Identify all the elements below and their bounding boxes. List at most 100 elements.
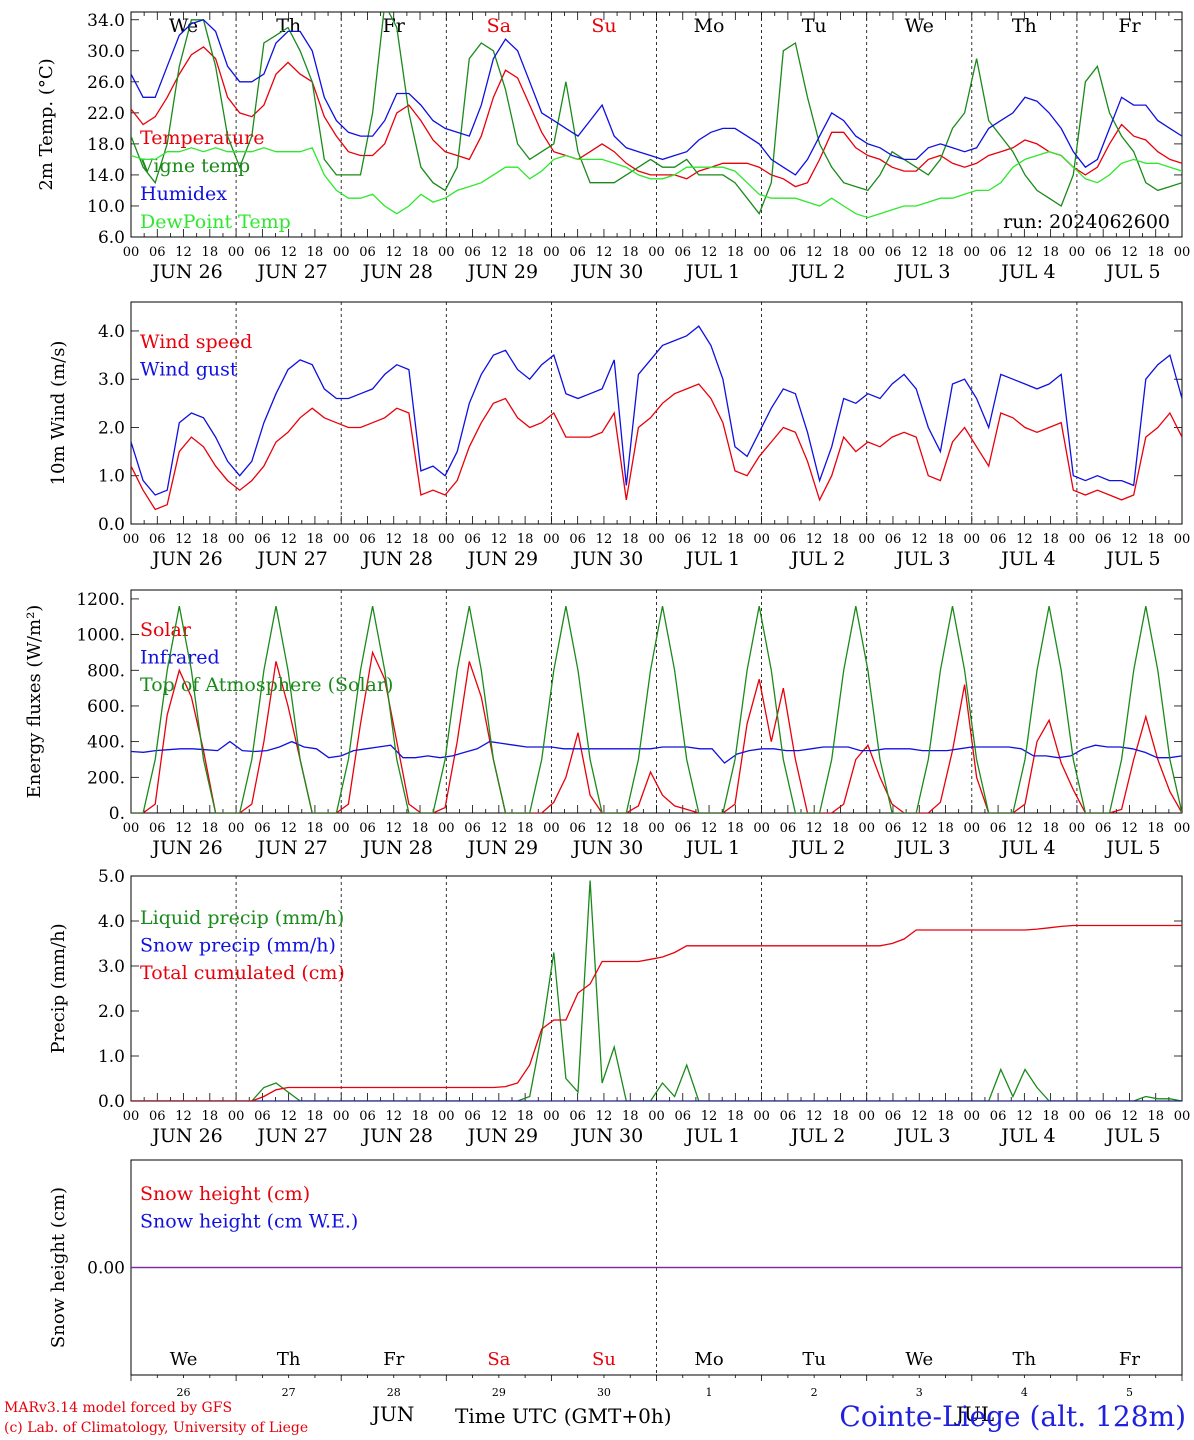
hour-tick-label: 18 <box>517 532 534 547</box>
date-label: JUL 5 <box>1104 837 1160 859</box>
hour-tick-label: 12 <box>280 245 297 260</box>
day-name-label: Fr <box>1119 1349 1140 1370</box>
hour-tick-label: 06 <box>1095 532 1112 547</box>
y-tick-label: 3.0 <box>98 957 125 977</box>
hour-tick-label: 00 <box>964 821 981 836</box>
hour-tick-label: 18 <box>307 1109 324 1124</box>
hour-tick-label: 06 <box>569 532 586 547</box>
legend-entry: Humidex <box>140 183 227 205</box>
hour-tick-label: 12 <box>701 532 718 547</box>
date-label: JUN 30 <box>571 261 643 283</box>
lab-credit: (c) Lab. of Climatology, University of L… <box>4 1420 309 1436</box>
hour-tick-label: 18 <box>727 1109 744 1124</box>
date-label: JUN 26 <box>150 261 222 283</box>
hour-tick-label: 12 <box>911 532 928 547</box>
hour-tick-label: 12 <box>701 821 718 836</box>
model-credit: MARv3.14 model forced by GFS <box>4 1400 233 1416</box>
date-label: JUL 5 <box>1104 1125 1160 1147</box>
hour-tick-label: 00 <box>228 1109 245 1124</box>
hour-tick-label: 00 <box>333 1109 350 1124</box>
series-line <box>131 383 1182 511</box>
panel-1: 00 06 12 18 00 06 12 18 00 06 12 18 00 06 12 18 00 06 12 18… <box>36 11 1191 283</box>
hour-tick-label: 00 <box>1174 532 1191 547</box>
series-line <box>131 147 1182 219</box>
y-axis-label: 10m Wind (m/s) <box>48 341 69 486</box>
y-tick-label: 3.0 <box>98 370 125 390</box>
date-label: JUN 29 <box>466 837 538 859</box>
day-number-label: 1 <box>706 1386 713 1399</box>
hour-tick-label: 00 <box>333 245 350 260</box>
hour-tick-label: 18 <box>1042 821 1059 836</box>
hour-tick-label: 00 <box>123 821 140 836</box>
hour-tick-label: 00 <box>543 821 560 836</box>
hour-tick-label: 12 <box>911 1109 928 1124</box>
hour-tick-label: 12 <box>491 245 508 260</box>
day-name-label: Fr <box>1118 15 1141 37</box>
hour-tick-label: 06 <box>990 532 1007 547</box>
hour-tick-label: 12 <box>175 245 192 260</box>
y-tick-label: 1200. <box>76 590 125 610</box>
hour-tick-label: 12 <box>385 821 402 836</box>
date-label: JUL 1 <box>684 261 740 283</box>
date-label: JUL 4 <box>999 837 1055 859</box>
date-label: JUN 30 <box>571 837 643 859</box>
day-name-label: Fr <box>383 15 406 37</box>
day-name-label: Sa <box>487 1349 510 1370</box>
hour-tick-label: 12 <box>701 245 718 260</box>
hour-tick-label: 06 <box>359 1109 376 1124</box>
hour-tick-label: 18 <box>1042 1109 1059 1124</box>
hour-tick-label: 12 <box>1121 532 1138 547</box>
y-tick-label: 0.0 <box>98 515 125 535</box>
hour-tick-label: 00 <box>438 245 455 260</box>
hour-tick-label: 12 <box>1121 1109 1138 1124</box>
y-tick-label: 1.0 <box>98 467 125 487</box>
hour-tick-label: 00 <box>1174 1109 1191 1124</box>
hour-tick-label: 06 <box>359 245 376 260</box>
hour-tick-label: 06 <box>254 532 271 547</box>
month-label-jul: JUL <box>956 1402 995 1426</box>
hour-tick-label: 00 <box>438 821 455 836</box>
legend-entry: Total cumulated (cm) <box>140 962 345 984</box>
hour-tick-label: 06 <box>569 1109 586 1124</box>
hour-tick-label: 18 <box>202 245 219 260</box>
hour-tick-label: 06 <box>780 821 797 836</box>
hour-tick-label: 12 <box>806 1109 823 1124</box>
hour-tick-label: 18 <box>832 821 849 836</box>
hour-tick-label: 06 <box>780 1109 797 1124</box>
hour-tick-label: 00 <box>333 821 350 836</box>
hour-tick-label: 18 <box>202 532 219 547</box>
hour-tick-label: 12 <box>385 1109 402 1124</box>
hour-tick-label: 00 <box>1174 245 1191 260</box>
date-label: JUN 29 <box>466 261 538 283</box>
date-label: JUN 28 <box>361 548 433 570</box>
hour-tick-label: 12 <box>385 532 402 547</box>
series-line <box>131 46 1182 188</box>
legend-entry: Wind gust <box>140 359 238 381</box>
panel-3: 00 06 12 18 00 06 12 18 00 06 12 18 00 06 12 18 00 06 12 18… <box>24 589 1190 859</box>
day-name-label: Th <box>1013 1349 1037 1370</box>
hour-tick-label: 06 <box>885 1109 902 1124</box>
hour-tick-label: 12 <box>385 245 402 260</box>
hour-tick-label: 06 <box>149 1109 166 1124</box>
hour-tick-label: 18 <box>937 821 954 836</box>
hour-tick-label: 00 <box>543 1109 560 1124</box>
hour-tick-label: 06 <box>1095 245 1112 260</box>
y-tick-label: 2.0 <box>98 418 125 438</box>
hour-tick-label: 12 <box>806 821 823 836</box>
day-name-label: Mo <box>694 15 725 37</box>
hour-tick-label: 12 <box>806 532 823 547</box>
day-name-label: Fr <box>383 1349 404 1370</box>
hour-tick-label: 00 <box>964 1109 981 1124</box>
hour-tick-label: 06 <box>675 821 692 836</box>
hour-tick-label: 00 <box>964 245 981 260</box>
legend-entry: Vigne temp <box>139 155 250 177</box>
hour-tick-label: 18 <box>937 245 954 260</box>
hour-tick-label: 06 <box>254 821 271 836</box>
day-name-label: Th <box>1012 15 1037 37</box>
y-tick-label: 6.0 <box>98 228 125 248</box>
hour-tick-label: 00 <box>753 821 770 836</box>
legend-entry: Snow precip (mm/h) <box>140 935 336 957</box>
hour-tick-label: 18 <box>622 1109 639 1124</box>
y-tick-label: 26.0 <box>87 73 125 93</box>
hour-tick-label: 00 <box>123 245 140 260</box>
